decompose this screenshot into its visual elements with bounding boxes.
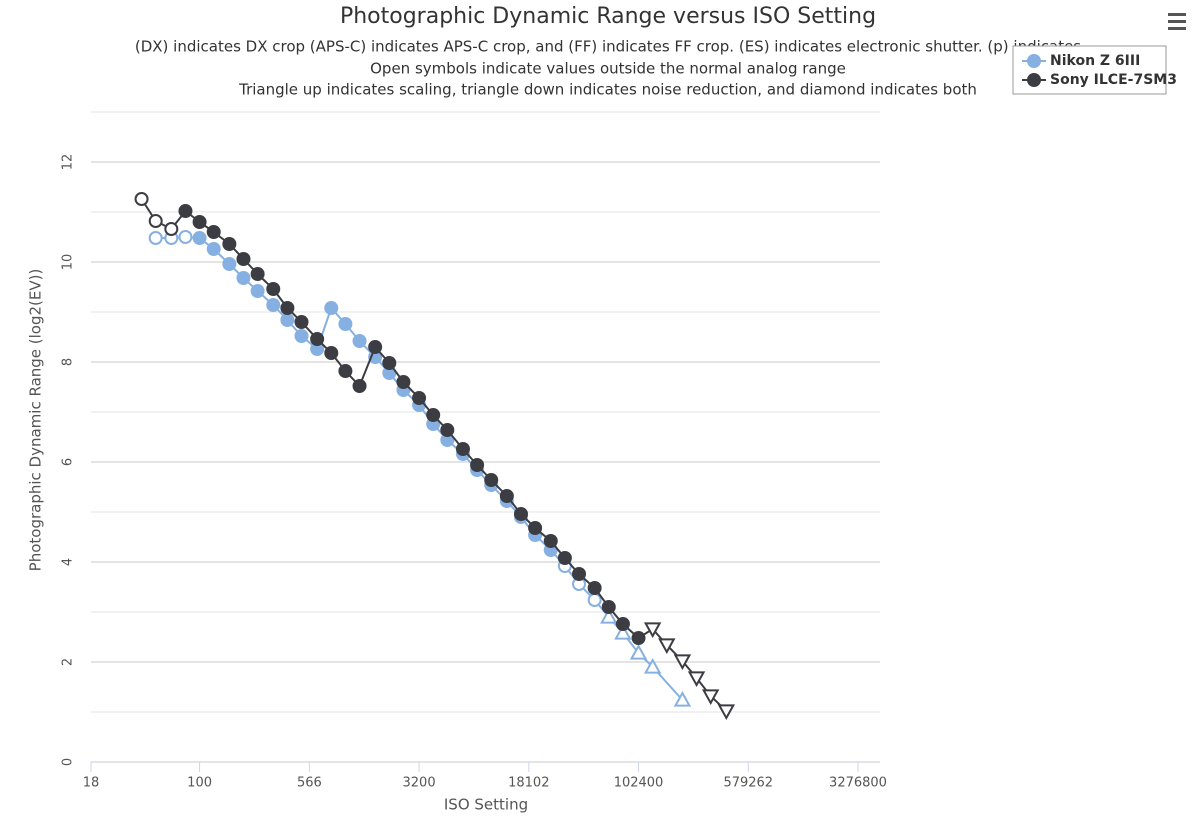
point xyxy=(164,222,179,236)
menu-bar xyxy=(1168,20,1186,23)
menu-button[interactable] xyxy=(1164,8,1190,34)
point xyxy=(324,346,339,360)
x-tick-label: 579262 xyxy=(723,776,773,791)
series-line xyxy=(155,235,684,701)
point xyxy=(412,391,427,405)
subtitle: (DX) indicates DX crop (APS-C) indicates… xyxy=(135,38,1081,56)
point xyxy=(629,643,648,660)
chart-title: Photographic Dynamic Range versus ISO Se… xyxy=(340,4,876,29)
point xyxy=(631,631,646,645)
point xyxy=(352,379,367,393)
point xyxy=(192,231,207,245)
point xyxy=(426,408,441,422)
point xyxy=(338,364,353,378)
point xyxy=(382,356,397,370)
point xyxy=(338,317,353,331)
point xyxy=(352,334,367,348)
point xyxy=(294,329,309,343)
y-axis-title: Photographic Dynamic Range (log2(EV)) xyxy=(27,269,45,572)
point xyxy=(717,704,736,721)
point xyxy=(673,654,692,671)
point xyxy=(206,225,221,239)
y-tick-label: 12 xyxy=(61,154,76,171)
legend-symbol xyxy=(1027,73,1041,87)
point xyxy=(601,600,616,614)
y-tick-label: 4 xyxy=(61,558,76,566)
point xyxy=(543,534,558,548)
x-tick-label: 566 xyxy=(297,776,322,791)
point xyxy=(701,689,720,706)
point xyxy=(557,551,572,565)
point xyxy=(178,204,193,218)
point xyxy=(687,671,706,688)
point xyxy=(368,340,383,354)
point xyxy=(396,375,411,389)
x-tick-label: 18102 xyxy=(508,776,549,791)
point xyxy=(600,607,618,624)
point xyxy=(148,231,163,245)
point xyxy=(587,581,602,595)
point xyxy=(250,267,265,281)
point xyxy=(250,284,265,298)
x-tick-label: 18 xyxy=(83,776,100,791)
x-tick-label: 100 xyxy=(187,776,212,791)
point xyxy=(643,657,662,674)
point xyxy=(236,252,251,266)
point xyxy=(266,298,281,312)
point xyxy=(658,638,676,655)
point xyxy=(673,690,692,707)
point xyxy=(528,521,543,535)
point xyxy=(440,433,455,447)
point xyxy=(206,242,221,256)
point xyxy=(222,257,237,271)
point xyxy=(294,315,309,329)
point xyxy=(310,332,325,346)
x-tick-label: 102400 xyxy=(614,776,664,791)
legend-label: Sony ILCE-7SM3 xyxy=(1050,72,1177,88)
point xyxy=(222,237,237,251)
subtitle: Triangle up indicates scaling, triangle … xyxy=(238,81,977,99)
point xyxy=(236,271,251,285)
point xyxy=(310,342,325,356)
y-tick-label: 2 xyxy=(61,658,76,666)
point xyxy=(324,301,339,315)
point xyxy=(178,230,193,244)
point xyxy=(382,366,397,380)
point xyxy=(499,489,514,503)
x-axis-title: ISO Setting xyxy=(444,796,528,814)
point xyxy=(513,507,528,521)
point xyxy=(587,593,602,607)
point xyxy=(572,567,587,581)
point xyxy=(266,282,281,296)
point xyxy=(280,301,295,315)
legend-symbol xyxy=(1027,54,1041,68)
point xyxy=(192,215,207,229)
y-tick-label: 0 xyxy=(61,758,76,766)
legend: Nikon Z 6III Sony ILCE-7SM3 xyxy=(1012,45,1177,95)
point xyxy=(455,442,470,456)
y-tick-label: 8 xyxy=(61,358,76,366)
point xyxy=(470,458,485,472)
point xyxy=(148,214,163,228)
legend-label: Nikon Z 6III xyxy=(1050,53,1140,69)
point xyxy=(643,622,662,639)
y-tick-label: 10 xyxy=(61,254,76,271)
point xyxy=(484,473,499,487)
point xyxy=(280,313,295,327)
menu-bar xyxy=(1168,13,1186,16)
x-tick-label: 3200 xyxy=(403,776,436,791)
menu-bar xyxy=(1168,27,1186,30)
y-tick-label: 6 xyxy=(61,458,76,466)
legend-box xyxy=(1012,45,1167,95)
point xyxy=(134,192,149,206)
point xyxy=(440,423,455,437)
subtitle: Open symbols indicate values outside the… xyxy=(370,60,846,78)
x-tick-label: 3276800 xyxy=(829,776,887,791)
point xyxy=(615,617,630,631)
point xyxy=(614,623,632,640)
